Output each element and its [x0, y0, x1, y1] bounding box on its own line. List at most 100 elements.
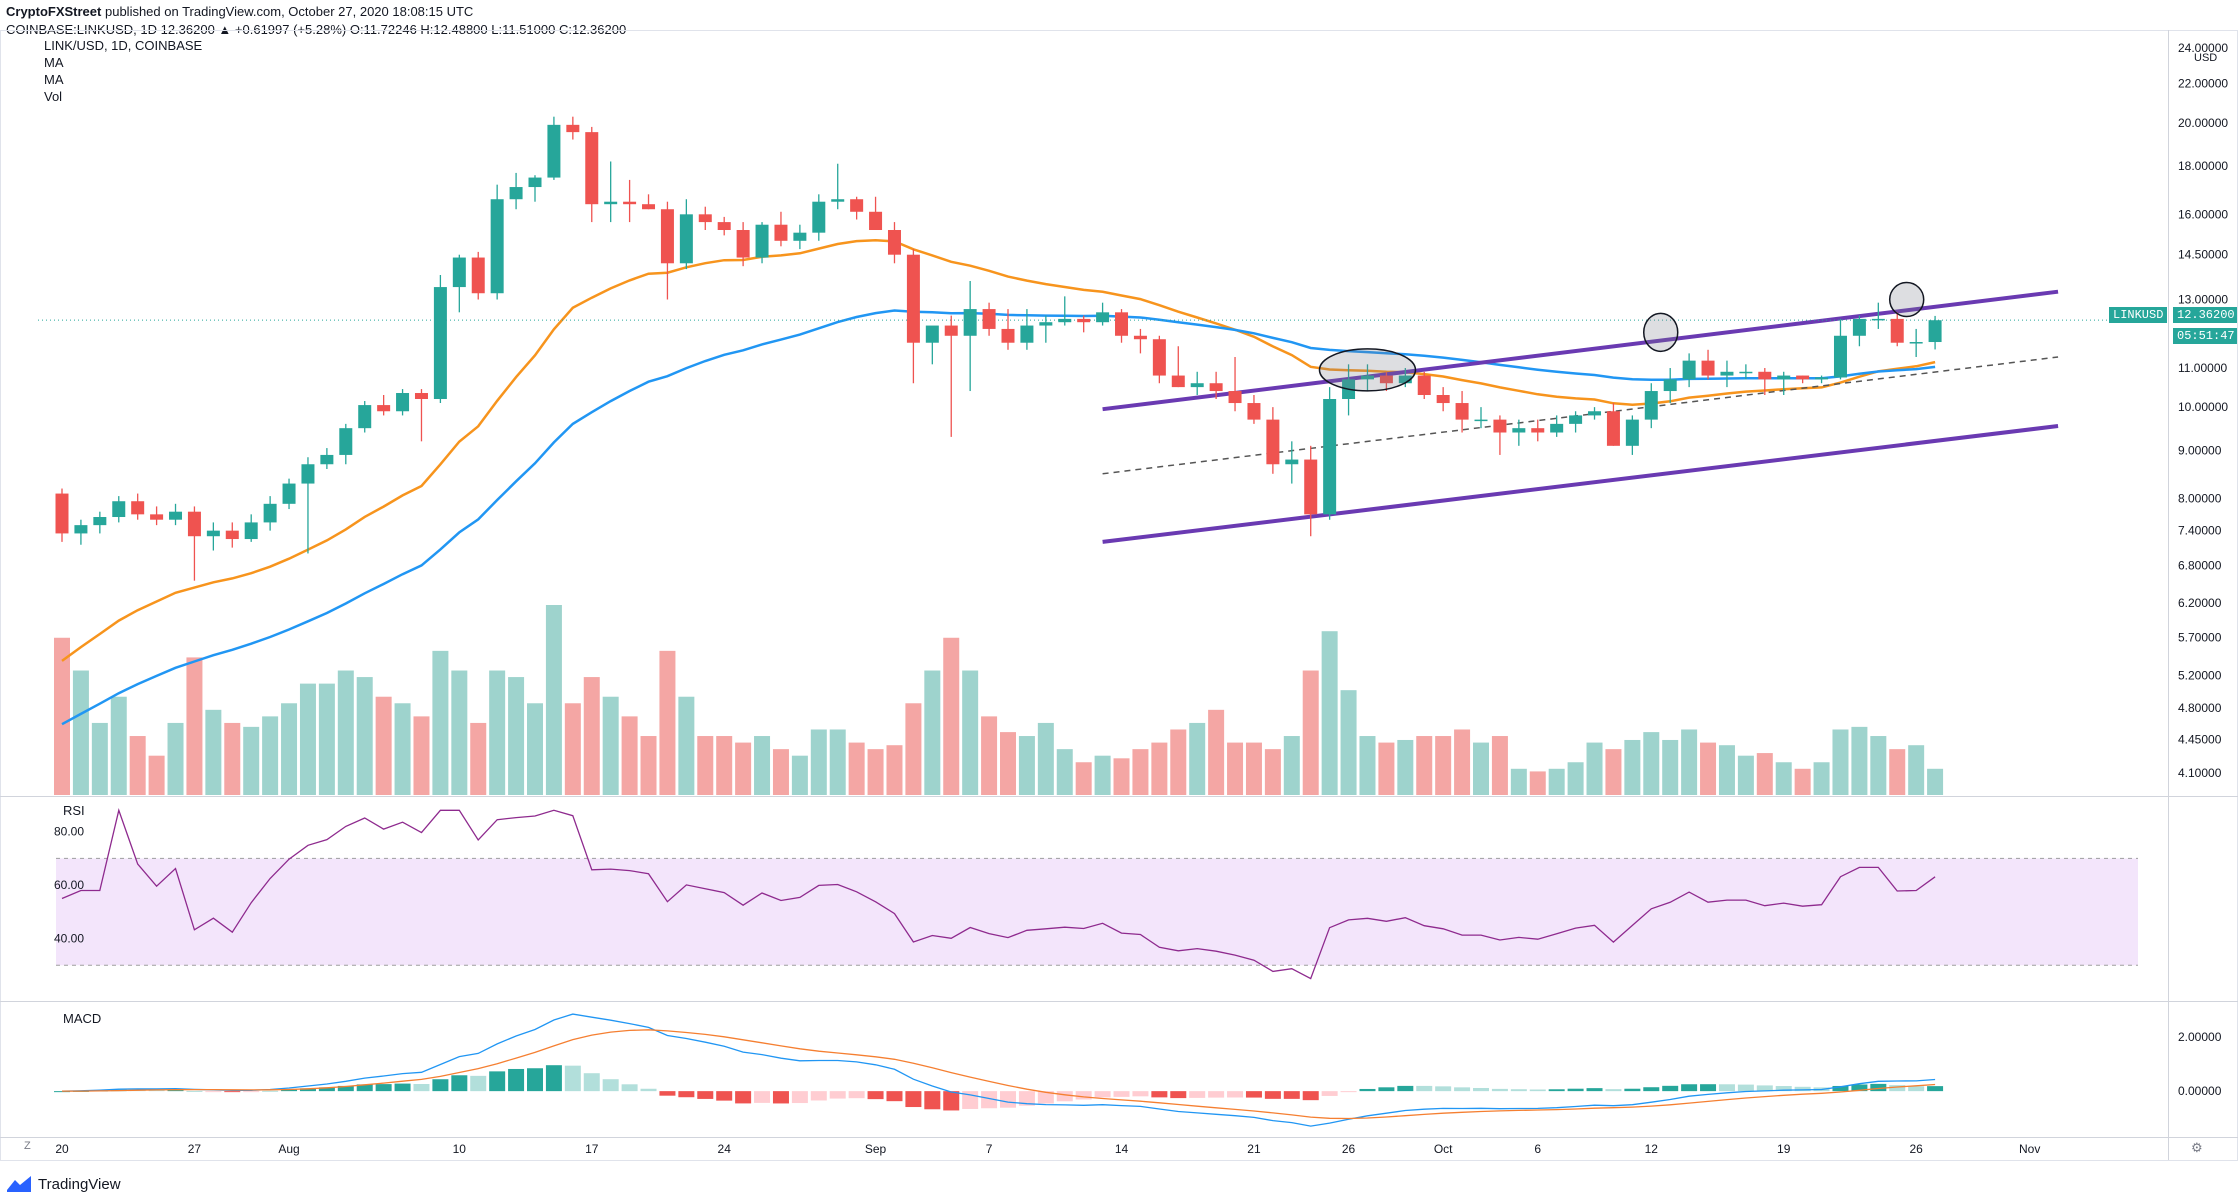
volume-bar [1340, 690, 1357, 795]
price-axis-tick: 4.45000 [2178, 732, 2222, 746]
price-axis-tick: 9.00000 [2178, 443, 2222, 457]
publisher-name[interactable]: CryptoFXStreet [6, 4, 102, 19]
volume-bar [1756, 753, 1773, 795]
volume-bar [1094, 755, 1111, 795]
price-axis-tick: 6.20000 [2178, 596, 2222, 610]
candle-body [301, 464, 315, 484]
macd-line [61, 1013, 1936, 1127]
macd-histogram-bar [1321, 1091, 1338, 1096]
z-button[interactable]: Z [24, 1140, 31, 1152]
macd-histogram-bar [394, 1083, 411, 1092]
legend-ma2[interactable]: MA [44, 72, 64, 87]
volume-bar [1416, 736, 1433, 795]
volume-bar [129, 736, 146, 795]
volume-bar [1397, 739, 1414, 795]
time-axis-tick: Aug [278, 1142, 299, 1156]
macd-histogram-bar [1283, 1091, 1300, 1099]
macd-histogram-bar [1094, 1091, 1111, 1098]
candle-body [1133, 335, 1147, 340]
volume-bar [186, 657, 203, 795]
rsi-band [56, 858, 2138, 966]
volume-bar [735, 742, 752, 795]
volume-bar [1132, 749, 1149, 795]
candle-body [396, 393, 410, 412]
macd-histogram-bar [451, 1075, 468, 1092]
macd-histogram-bar [905, 1091, 922, 1108]
volume-bar [848, 742, 865, 795]
published-text: published on TradingView.com, October 27… [104, 4, 474, 19]
macd-histogram-bar [1113, 1091, 1130, 1097]
candle-body [585, 132, 599, 205]
volume-bar [451, 670, 468, 795]
macd-histogram-bar [337, 1085, 354, 1092]
macd-histogram-bar [1529, 1089, 1546, 1092]
candle-body [490, 199, 504, 294]
macd-histogram-bar [1586, 1088, 1603, 1092]
candle-body [1550, 423, 1564, 433]
rsi-label: RSI [63, 803, 85, 818]
price-axis-tick: 20.00000 [2178, 116, 2228, 130]
legend-title: LINK/USD, 1D, COINBASE [44, 38, 203, 53]
macd-histogram-bar [1737, 1084, 1754, 1092]
price-axis-tick: 11.00000 [2178, 361, 2227, 375]
volume-bar [1491, 736, 1508, 795]
macd-histogram-bar [659, 1091, 676, 1096]
macd-histogram-bar [508, 1068, 525, 1092]
volume-bar [394, 703, 411, 795]
macd-histogram-bar [432, 1079, 449, 1092]
time-axis-tick: Sep [865, 1142, 887, 1156]
volume-bar [1283, 736, 1300, 795]
macd-histogram-bar [1000, 1091, 1016, 1108]
price-axis-tick: 14.50000 [2178, 248, 2228, 262]
volume-bar [1908, 745, 1925, 795]
volume-bar [432, 650, 449, 795]
price-axis-tick: 5.70000 [2178, 631, 2222, 645]
settings-gear-icon[interactable]: ⚙ [2191, 1140, 2203, 1155]
rsi-axis-tick: 80.00 [54, 825, 84, 839]
volume-bar [91, 722, 108, 795]
legend-ma1[interactable]: MA [44, 55, 64, 70]
macd-histogram-bar [1227, 1091, 1244, 1098]
candle-body [1644, 391, 1658, 420]
macd-histogram-bar [1378, 1087, 1395, 1092]
macd-histogram-bar [810, 1091, 827, 1101]
volume-bar [356, 677, 373, 795]
macd-histogram-bar [1662, 1085, 1679, 1092]
volume-bar [489, 670, 506, 795]
macd-histogram-bar [1700, 1084, 1717, 1092]
macd-histogram-bar [1927, 1086, 1944, 1092]
channel-upper-line [1102, 289, 2059, 412]
volume-bar [1624, 739, 1641, 795]
macd-histogram-bar [470, 1075, 487, 1092]
legend-vol[interactable]: Vol [44, 89, 63, 104]
volume-bar [167, 722, 184, 795]
candle-body [206, 530, 220, 537]
volume-bar [205, 709, 222, 795]
macd-histogram-bar [621, 1084, 638, 1092]
candle-body [1852, 318, 1866, 336]
volume-bar [1435, 736, 1452, 795]
candle-body [1569, 415, 1583, 424]
volume-bar [1510, 768, 1527, 795]
macd-histogram-bar [1756, 1085, 1773, 1092]
macd-histogram-bar [356, 1084, 373, 1092]
volume-bar [148, 755, 165, 795]
rsi-axis-tick: 40.00 [54, 932, 84, 946]
volume-bar [905, 703, 922, 795]
macd-histogram-bar [299, 1088, 316, 1092]
macd-histogram-bar [1359, 1088, 1376, 1092]
volume-bar [281, 703, 298, 795]
macd-histogram-bar [1302, 1091, 1319, 1101]
volume-bar [1586, 742, 1603, 795]
candle-body [982, 309, 996, 329]
candle-body [793, 232, 807, 241]
time-axis-tick: 7 [986, 1142, 993, 1156]
macd-histogram-bar [205, 1091, 222, 1093]
volume-bar [1302, 670, 1319, 795]
volume-bar [1605, 749, 1622, 795]
candle-body [528, 177, 542, 188]
macd-histogram-bar [640, 1088, 657, 1092]
macd-histogram-bar [1548, 1089, 1565, 1092]
macd-histogram-bar [981, 1091, 998, 1109]
